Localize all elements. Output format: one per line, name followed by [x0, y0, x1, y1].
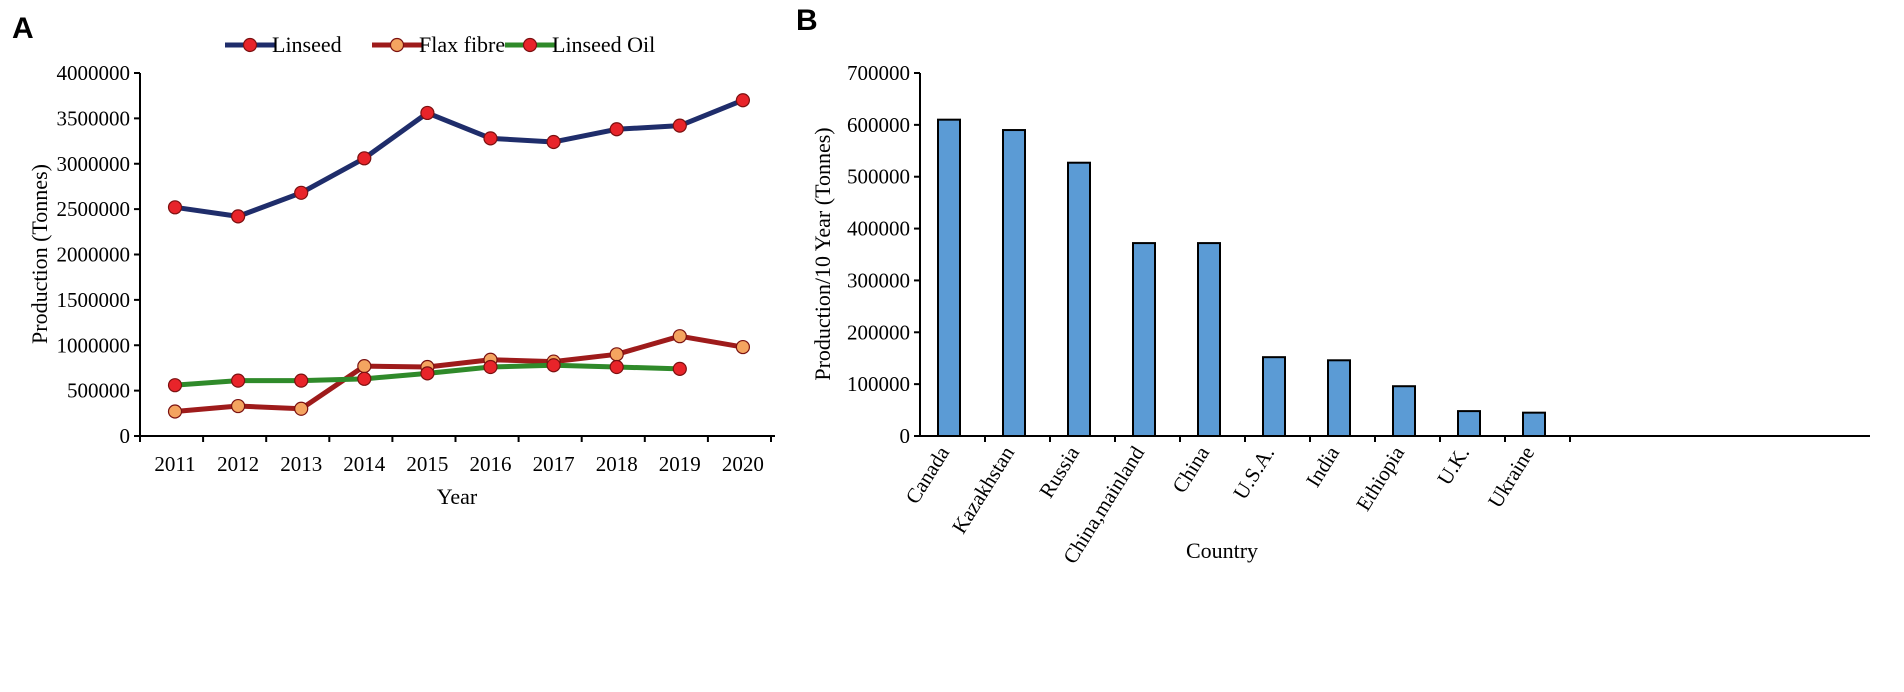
- panel-b-x-axis-title: Country: [1186, 538, 1258, 563]
- bar-russia: [1067, 161, 1091, 437]
- bar-u-k-: [1457, 410, 1481, 438]
- data-point-linseed-oil: [420, 366, 435, 381]
- panel-a-x-tick-label: 2016: [470, 452, 512, 476]
- panel-b-y-tick-label: 100000: [847, 372, 910, 396]
- legend-swatch-marker: [242, 37, 258, 53]
- data-point-flax-fibre: [357, 359, 372, 374]
- data-point-linseed: [357, 151, 372, 166]
- panel-a-y-tick-label: 500000: [67, 379, 130, 403]
- bar-ethiopia: [1392, 385, 1416, 437]
- panel-b-x-tick-label: Canada: [901, 441, 955, 508]
- panel-a-y-tick-label: 2500000: [57, 197, 131, 221]
- panel-a-x-tick-label: 2015: [406, 452, 448, 476]
- panel-a-y-tick-label: 1500000: [57, 288, 131, 312]
- data-point-linseed-oil: [609, 359, 624, 375]
- panel-a-x-tick-label: 2019: [659, 452, 701, 476]
- legend-label: Linseed Oil: [552, 32, 655, 57]
- series-line-linseed: [174, 97, 744, 219]
- panel-b-x-tick-label: China: [1167, 441, 1214, 497]
- legend-label: Flax fibre: [419, 32, 505, 57]
- panel-a-x-tick-label: 2011: [154, 452, 195, 476]
- bar-kazakhstan: [1002, 129, 1026, 438]
- data-point-linseed: [420, 105, 435, 121]
- panel-b-y-tick-label: 300000: [847, 268, 910, 292]
- bar-china: [1197, 242, 1221, 437]
- panel-a-y-tick-label: 4000000: [57, 61, 131, 85]
- data-point-linseed: [609, 122, 624, 137]
- bar-india: [1327, 359, 1351, 437]
- data-point-flax-fibre: [231, 398, 246, 414]
- data-point-linseed: [483, 131, 498, 146]
- panel-b-x-tick-label: Kazakhstan: [947, 442, 1020, 538]
- data-point-linseed-oil: [672, 361, 687, 376]
- data-point-flax-fibre: [735, 339, 751, 355]
- data-point-linseed-oil: [294, 373, 309, 388]
- panel-a-x-axis-title: Year: [437, 484, 478, 509]
- panel-b-y-axis-title: Production/10 Year (Tonnes): [810, 127, 835, 380]
- series-line-flax-fibre: [174, 333, 744, 414]
- data-point-flax-fibre: [609, 347, 624, 362]
- panel-a-y-tick-label: 2000000: [57, 243, 131, 267]
- data-point-linseed-oil: [546, 358, 561, 373]
- bar-canada: [937, 118, 961, 438]
- panel-a-letter: A: [12, 12, 34, 45]
- data-point-linseed: [167, 200, 183, 215]
- panel-b-x-tick-label: Ethiopia: [1351, 441, 1409, 515]
- data-point-linseed-oil: [231, 373, 246, 388]
- panel-b-y-tick-label: 600000: [847, 113, 910, 137]
- panel-b-y-tick-label: 700000: [847, 61, 910, 85]
- data-point-linseed: [294, 185, 309, 200]
- legend-label: Linseed: [272, 32, 342, 57]
- panel-b-x-tick-label: Russia: [1034, 441, 1084, 502]
- panel-b-bar-chart: B 0 100000 200000 300000 400000 500000 600000 7…: [796, 4, 1870, 568]
- panel-b-letter: B: [796, 4, 818, 37]
- panel-b-y-tick-label: 500000: [847, 165, 910, 189]
- data-point-linseed: [735, 93, 751, 108]
- panel-a-x-tick-label: 2020: [722, 452, 764, 476]
- panel-a-y-tick-label: 1000000: [57, 333, 131, 357]
- data-point-flax-fibre: [294, 401, 309, 416]
- panel-a-x-tick-label: 2014: [343, 452, 386, 476]
- data-point-linseed-oil: [483, 359, 498, 375]
- data-point-linseed-oil: [357, 371, 372, 386]
- bar-ukraine: [1522, 411, 1546, 437]
- bar-china-mainland: [1132, 242, 1156, 437]
- panel-b-y-tick-label: 200000: [847, 320, 910, 344]
- data-point-linseed: [546, 134, 561, 150]
- panel-b-x-tick-label: India: [1301, 441, 1345, 491]
- panel-a-x-tick-label: 2017: [533, 452, 575, 476]
- panel-a-y-tick-label: 3000000: [57, 152, 131, 176]
- panel-b-x-tick-label: Ukraine: [1483, 442, 1539, 512]
- legend-swatch-marker: [389, 37, 405, 53]
- panel-a-legend: Linseed Flax fibre Linseed Oil: [225, 32, 655, 57]
- panel-b-y-tick-label: 400000: [847, 217, 910, 241]
- panel-a-x-tick-label: 2012: [217, 452, 259, 476]
- panel-a-x-tick-label: 2018: [596, 452, 638, 476]
- data-point-linseed: [672, 118, 687, 133]
- panel-b-y-tick-label: 0: [900, 424, 911, 448]
- data-point-flax-fibre: [672, 329, 687, 344]
- data-point-linseed-oil: [167, 378, 183, 393]
- panel-b-x-tick-label: U.K.: [1432, 442, 1474, 489]
- panel-a-y-tick-label: 0: [120, 424, 131, 448]
- panel-a-y-axis-title: Production (Tonnes): [27, 164, 52, 344]
- panel-a-y-tick-label: 3500000: [57, 106, 131, 130]
- data-point-flax-fibre: [167, 404, 183, 419]
- bar-u-s-a-: [1262, 356, 1286, 438]
- data-point-linseed: [231, 209, 246, 224]
- panel-a-x-tick-label: 2013: [280, 452, 322, 476]
- legend-swatch-marker: [522, 37, 538, 53]
- panel-a-line-chart: A 0 500000 1000000 1500000 2000000 2500000 300…: [12, 12, 775, 509]
- panel-b-x-tick-label: U.S.A.: [1228, 442, 1279, 504]
